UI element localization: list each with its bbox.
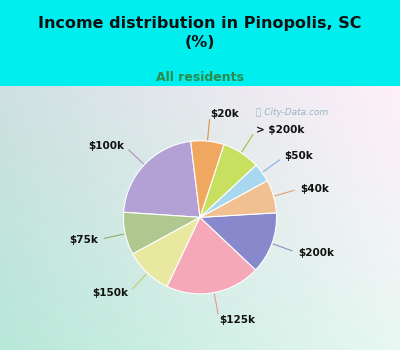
Text: ⓘ City-Data.com: ⓘ City-Data.com [256, 108, 328, 117]
Text: $75k: $75k [70, 235, 98, 245]
Wedge shape [133, 217, 200, 287]
Text: $200k: $200k [298, 248, 334, 258]
Wedge shape [191, 141, 224, 217]
Wedge shape [124, 212, 200, 254]
Wedge shape [200, 145, 256, 217]
Text: All residents: All residents [156, 71, 244, 84]
Wedge shape [200, 213, 276, 270]
Text: $150k: $150k [92, 288, 128, 298]
Text: $50k: $50k [284, 152, 313, 161]
Text: $40k: $40k [300, 184, 329, 194]
Wedge shape [200, 165, 267, 217]
Text: $100k: $100k [88, 141, 124, 151]
Text: $20k: $20k [210, 109, 239, 119]
Wedge shape [167, 217, 256, 294]
Text: Income distribution in Pinopolis, SC
(%): Income distribution in Pinopolis, SC (%) [38, 16, 362, 50]
Wedge shape [200, 181, 276, 217]
Text: > $200k: > $200k [256, 125, 304, 135]
Text: $125k: $125k [219, 315, 255, 325]
Wedge shape [124, 141, 200, 217]
